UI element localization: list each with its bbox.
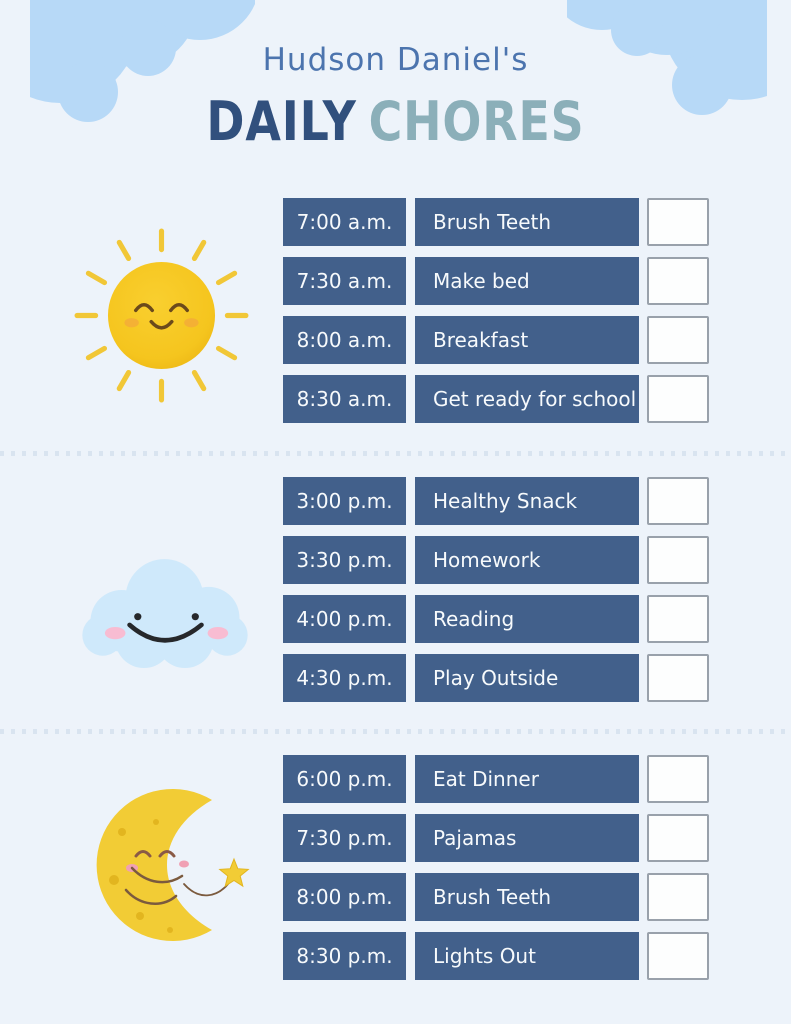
task-cell: Breakfast	[415, 316, 639, 364]
chore-checkbox[interactable]	[647, 316, 709, 364]
task-cell: Play Outside	[415, 654, 639, 702]
chore-checkbox[interactable]	[647, 595, 709, 643]
chore-row: 3:30 p.m. Homework	[283, 536, 709, 584]
afternoon-section: 3:00 p.m. Healthy Snack 3:30 p.m. Homewo…	[283, 477, 709, 702]
page-title: DAILY CHORES	[59, 92, 731, 151]
chore-row: 8:00 p.m. Brush Teeth	[283, 873, 709, 921]
task-cell: Homework	[415, 536, 639, 584]
chore-row: 8:30 a.m. Get ready for school	[283, 375, 709, 423]
cloud-icon	[82, 559, 248, 669]
chore-checkbox[interactable]	[647, 198, 709, 246]
chore-row: 8:30 p.m. Lights Out	[283, 932, 709, 980]
time-cell: 4:30 p.m.	[283, 654, 406, 702]
chore-row: 8:00 a.m. Breakfast	[283, 316, 709, 364]
task-cell: Get ready for school	[415, 375, 639, 423]
chore-row: 4:00 p.m. Reading	[283, 595, 709, 643]
chore-checkbox[interactable]	[647, 755, 709, 803]
chore-row: 7:30 a.m. Make bed	[283, 257, 709, 305]
page-title-chores: CHORES	[368, 90, 585, 153]
time-cell: 4:00 p.m.	[283, 595, 406, 643]
moon-icon	[96, 789, 250, 941]
chore-checkbox[interactable]	[647, 654, 709, 702]
time-cell: 8:30 a.m.	[283, 375, 406, 423]
evening-section: 6:00 p.m. Eat Dinner 7:30 p.m. Pajamas 8…	[283, 755, 709, 980]
morning-section: 7:00 a.m. Brush Teeth 7:30 a.m. Make bed…	[283, 198, 709, 423]
owner-name-title: Hudson Daniel's	[262, 42, 529, 78]
chore-row: 7:30 p.m. Pajamas	[283, 814, 709, 862]
time-cell: 6:00 p.m.	[283, 755, 406, 803]
task-cell: Healthy Snack	[415, 477, 639, 525]
sun-icon	[74, 228, 249, 403]
time-cell: 8:00 p.m.	[283, 873, 406, 921]
task-cell: Eat Dinner	[415, 755, 639, 803]
chore-checkbox[interactable]	[647, 477, 709, 525]
chore-row: 6:00 p.m. Eat Dinner	[283, 755, 709, 803]
chore-checkbox[interactable]	[647, 375, 709, 423]
chore-checkbox[interactable]	[647, 536, 709, 584]
chore-row: 3:00 p.m. Healthy Snack	[283, 477, 709, 525]
time-cell: 7:30 p.m.	[283, 814, 406, 862]
chore-row: 7:00 a.m. Brush Teeth	[283, 198, 709, 246]
task-cell: Lights Out	[415, 932, 639, 980]
section-divider	[0, 451, 791, 456]
task-cell: Brush Teeth	[415, 198, 639, 246]
chore-checkbox[interactable]	[647, 257, 709, 305]
time-cell: 7:30 a.m.	[283, 257, 406, 305]
time-cell: 8:00 a.m.	[283, 316, 406, 364]
chore-checkbox[interactable]	[647, 932, 709, 980]
time-cell: 8:30 p.m.	[283, 932, 406, 980]
chore-checkbox[interactable]	[647, 873, 709, 921]
task-cell: Brush Teeth	[415, 873, 639, 921]
time-cell: 7:00 a.m.	[283, 198, 406, 246]
page-title-daily: DAILY	[206, 90, 357, 153]
section-divider	[0, 729, 791, 734]
time-cell: 3:00 p.m.	[283, 477, 406, 525]
task-cell: Reading	[415, 595, 639, 643]
task-cell: Make bed	[415, 257, 639, 305]
chore-row: 4:30 p.m. Play Outside	[283, 654, 709, 702]
chore-checkbox[interactable]	[647, 814, 709, 862]
time-cell: 3:30 p.m.	[283, 536, 406, 584]
task-cell: Pajamas	[415, 814, 639, 862]
